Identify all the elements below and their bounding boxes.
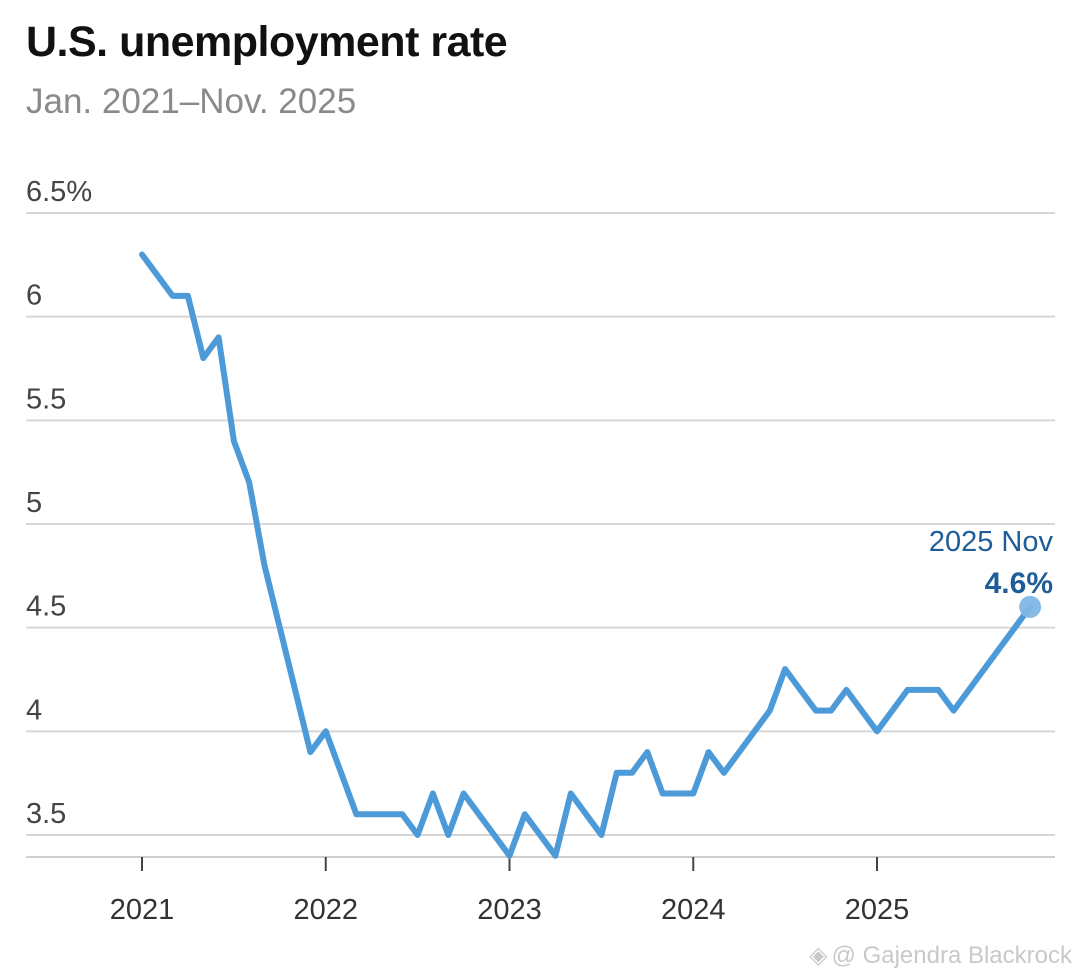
y-tick-label: 5 xyxy=(26,487,42,519)
y-tick-label: 4.5 xyxy=(26,591,66,623)
x-tick-label: 2021 xyxy=(110,894,175,926)
y-tick-label: 4 xyxy=(26,694,42,726)
y-tick-label: 3.5 xyxy=(26,798,66,830)
chart-title: U.S. unemployment rate xyxy=(26,18,508,66)
y-tick-label: 6 xyxy=(26,280,42,312)
y-tick-label: 5.5 xyxy=(26,383,66,415)
x-tick-label: 2023 xyxy=(477,894,542,926)
series-line xyxy=(139,251,1034,859)
x-tick-label: 2024 xyxy=(661,894,726,926)
watermark-text: @ Gajendra Blackrock xyxy=(831,942,1072,969)
y-tick-label: 6.5% xyxy=(26,176,92,208)
watermark: ◈ @ Gajendra Blackrock xyxy=(809,941,1072,970)
x-tick-label: 2022 xyxy=(293,894,358,926)
x-tick-label: 2025 xyxy=(845,894,910,926)
last-point-marker xyxy=(1019,595,1042,618)
watermark-logo-icon: ◈ xyxy=(809,942,828,969)
chart-subtitle: Jan. 2021–Nov. 2025 xyxy=(26,82,357,121)
annotation-value: 4.6% xyxy=(985,567,1053,600)
annotation-period: 2025 Nov xyxy=(929,526,1054,558)
